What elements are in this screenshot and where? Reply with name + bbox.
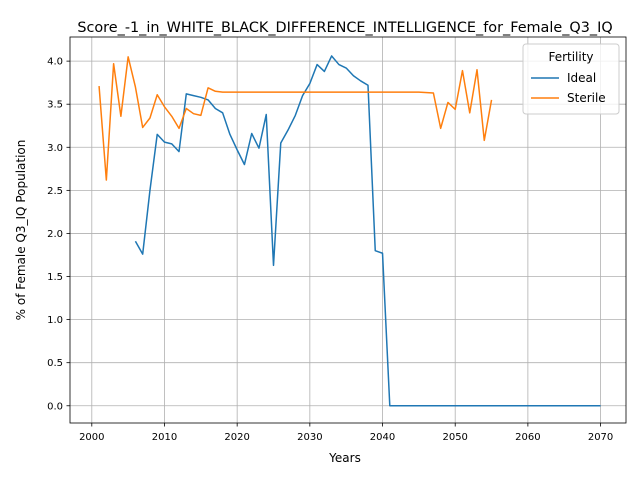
y-tick-label: 4.0	[47, 57, 63, 68]
x-tick-label: 2070	[588, 432, 613, 443]
y-tick-label: 1.0	[47, 315, 63, 326]
legend-label-sterile: Sterile	[567, 91, 606, 105]
legend-label-ideal: Ideal	[567, 71, 596, 85]
x-axis-ticks: 2000 2010 2020 2030 2040 2050 2060 2070	[79, 423, 613, 443]
y-tick-label: 3.5	[47, 100, 63, 111]
y-tick-label: 0.0	[47, 401, 63, 412]
y-tick-label: 3.0	[47, 143, 63, 154]
x-tick-label: 2060	[515, 432, 540, 443]
plot-frame	[69, 36, 627, 424]
series-line-sterile	[98, 56, 493, 181]
x-axis-label: Years	[328, 451, 361, 465]
chart-title: Score_-1_in_WHITE_BLACK_DIFFERENCE_INTEL…	[77, 20, 612, 36]
legend-box	[522, 43, 620, 115]
y-tick-label: 0.5	[47, 358, 63, 369]
y-tick-label: 2.5	[47, 186, 63, 197]
x-tick-label: 2040	[370, 432, 395, 443]
grid	[70, 37, 626, 423]
y-tick-label: 1.5	[47, 272, 63, 283]
series-layer	[98, 55, 601, 407]
x-tick-label: 2010	[152, 432, 177, 443]
y-axis-label: % of Female Q3_IQ Population	[14, 140, 28, 321]
y-tick-label: 2.0	[47, 229, 63, 240]
legend-title: Fertility	[548, 50, 593, 64]
x-tick-label: 2020	[224, 432, 249, 443]
series-line-ideal	[134, 55, 601, 407]
y-axis-ticks: 0.0 0.5 1.0 1.5 2.0 2.5 3.0 3.5 4.0	[47, 57, 70, 412]
x-tick-label: 2000	[79, 432, 104, 443]
legend: Fertility Ideal Sterile	[522, 43, 620, 115]
x-tick-label: 2050	[442, 432, 467, 443]
x-tick-label: 2030	[297, 432, 322, 443]
